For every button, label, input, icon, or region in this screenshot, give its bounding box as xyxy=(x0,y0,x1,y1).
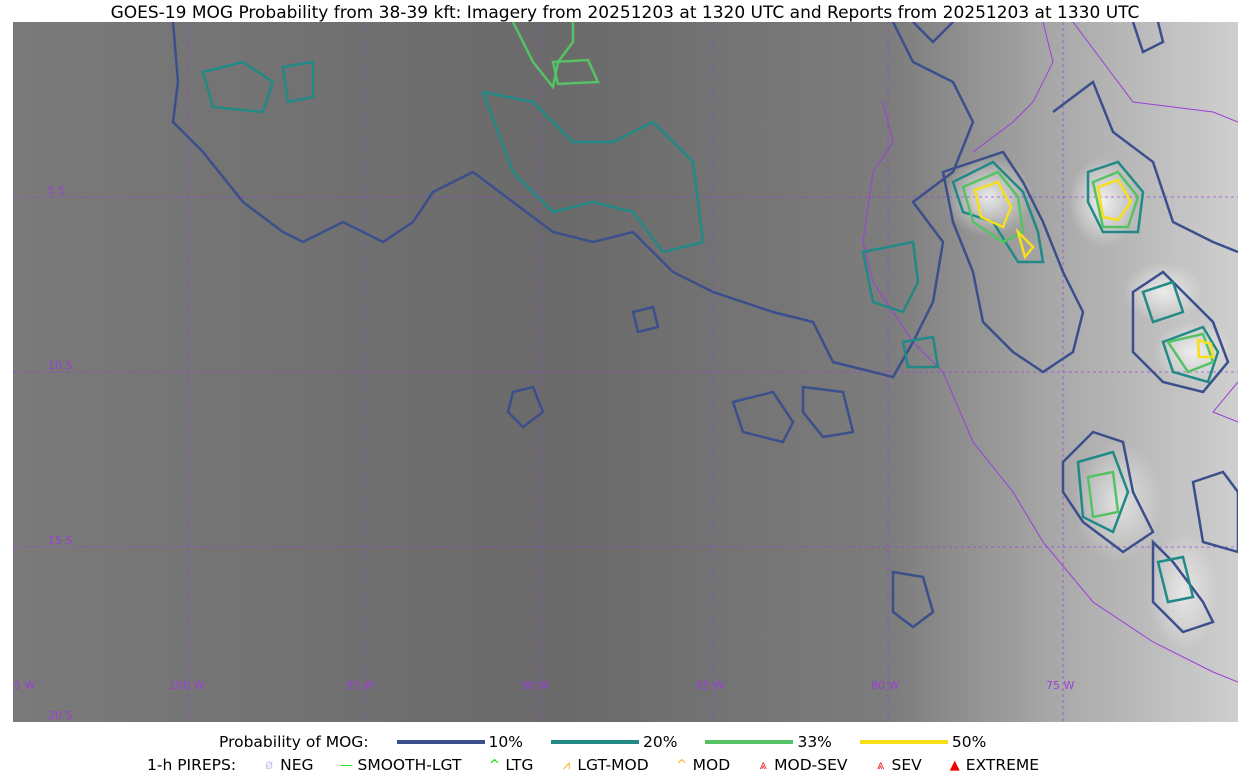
neg-circle-icon: ø xyxy=(265,757,274,773)
legend-entry: LGT-MOD xyxy=(577,756,649,774)
legend-entry: 10% xyxy=(488,733,523,751)
legend-entry: LTG xyxy=(505,756,534,774)
lat-label: 15 S xyxy=(48,534,72,547)
legend-entry: MOD xyxy=(692,756,731,774)
double-caret-icon: ⩓ xyxy=(876,757,885,773)
legend-entry: NEG xyxy=(280,756,314,774)
caret-icon: ^ xyxy=(488,757,500,773)
double-caret-icon: ⩓ xyxy=(759,757,767,773)
pirep-legend: 1-h PIREPS: ø NEG — SMOOTH-LGT ^ LTG ⩘ LGT-M… xyxy=(0,756,1250,774)
chart-title: GOES-19 MOG Probability from 38-39 kft: … xyxy=(110,3,1140,23)
legend-entry: 33% xyxy=(797,733,832,751)
legend-label: Probability of MOG: xyxy=(219,733,369,751)
lon-label: 90 W xyxy=(521,679,549,692)
legend-swatch-20 xyxy=(551,740,639,744)
probability-legend: Probability of MOG: 10% 20% 33% 50% xyxy=(0,733,1250,751)
legend-entry: SEV xyxy=(891,756,922,774)
legend-entry: SMOOTH-LGT xyxy=(357,756,462,774)
lon-label: 80 W xyxy=(871,679,899,692)
lon-label: 95 W xyxy=(346,679,374,692)
line-icon: — xyxy=(340,757,354,773)
satellite-map: 105 W 100 W 95 W 90 W 85 W 80 W 75 W 5 S… xyxy=(13,22,1238,722)
contour-50pct xyxy=(973,178,1215,359)
lat-label: 5 S xyxy=(48,184,65,197)
legend-entry: EXTREME xyxy=(965,756,1040,774)
triangle-caret-icon: ⩘ xyxy=(562,757,571,773)
lon-label: 75 W xyxy=(1046,679,1074,692)
lon-label: 100 W xyxy=(169,679,204,692)
legend-entry: 20% xyxy=(643,733,678,751)
filled-triangle-icon: ▲ xyxy=(949,757,960,773)
contour-33pct xyxy=(511,22,1215,519)
lon-label: 85 W xyxy=(696,679,724,692)
legend-swatch-50 xyxy=(859,740,948,744)
legend-entry: 50% xyxy=(951,733,987,751)
legend-label: 1-h PIREPS: xyxy=(147,756,237,774)
contour-20pct xyxy=(201,60,1220,604)
contour-10pct xyxy=(171,22,1238,634)
caret-icon: ^ xyxy=(676,757,688,773)
legend-swatch-10 xyxy=(396,740,485,744)
legend-entry: MOD-SEV xyxy=(774,756,848,774)
lon-label: 105 W xyxy=(13,679,35,692)
coastline xyxy=(862,22,1238,683)
lat-label: 20 S xyxy=(48,709,72,722)
lat-label: 10 S xyxy=(48,359,72,372)
legend-swatch-33 xyxy=(705,740,794,744)
